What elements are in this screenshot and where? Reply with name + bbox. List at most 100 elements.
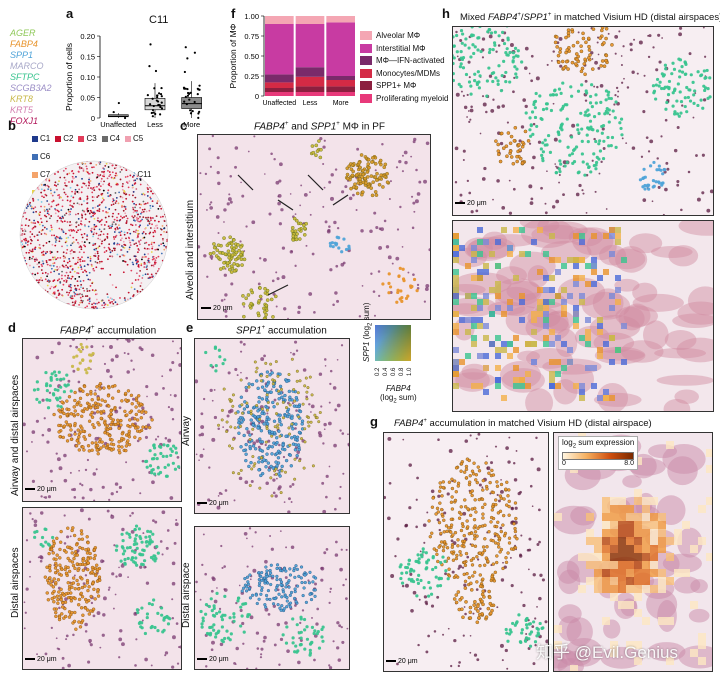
y-tick-label: 0.20	[80, 32, 95, 41]
panel-d-side-label-top: Airway and distal airspaces	[10, 374, 21, 496]
panel-d-title: FABP4+ accumulation	[60, 325, 156, 336]
legend-item: Proliferating myeloid	[360, 93, 448, 106]
panel-a-label: a	[66, 6, 74, 21]
data-point	[151, 115, 154, 118]
cluster-label: C6	[40, 152, 51, 161]
data-point	[148, 64, 151, 68]
bar-segment	[295, 76, 325, 87]
ck-tick: 0.2	[375, 367, 381, 376]
panel-d-scalebar-bottom: 20 μm	[25, 656, 57, 663]
data-point	[183, 100, 186, 103]
gene-legend-item: FOXJ1	[10, 116, 39, 126]
data-point	[189, 112, 193, 115]
panel-e-scalebar-top: 20 μm	[197, 500, 229, 507]
data-point	[150, 111, 153, 115]
bar-segment	[295, 24, 325, 68]
bar-segment	[326, 92, 355, 96]
y-tick-label: 0.25	[244, 72, 259, 81]
title-part: +	[517, 12, 521, 18]
panel-c-title: FABP4+ and SPP1+ MΦ in PF	[254, 121, 385, 132]
data-point	[196, 93, 199, 96]
arrow-annotation	[237, 174, 254, 191]
panel-a-boxplot: 0 0.05 0.10 0.15 0.20 Proportion of cells Unaf…	[64, 32, 202, 128]
panel-c-image	[197, 134, 431, 320]
panel-d-side-label-bottom: Distal airspaces	[10, 547, 21, 618]
legend-item: SPP1+ MΦ	[360, 80, 448, 93]
cluster-legend-item: C4	[101, 134, 120, 143]
data-point	[152, 111, 155, 114]
panel-c-side-label: Alveoli and interstitium	[185, 199, 196, 300]
data-point	[149, 43, 152, 46]
legend-swatch	[360, 56, 372, 66]
x-tick-label: More	[333, 100, 349, 107]
data-point	[189, 109, 192, 112]
legend-swatch	[360, 68, 372, 78]
y-tick-label: 0.50	[244, 52, 259, 61]
bivariate-color-key	[375, 325, 411, 361]
box-more	[181, 46, 202, 120]
data-point	[197, 112, 200, 115]
panel-d-scalebar-top: 20 μm	[25, 486, 57, 493]
panel-g-image-right	[553, 432, 713, 672]
gene-legend-item: SFTPC	[10, 72, 40, 82]
data-point	[193, 51, 196, 54]
data-point	[198, 84, 201, 87]
title-part: FABP4	[60, 325, 91, 337]
cluster-legend-item: C7	[32, 170, 50, 179]
data-point	[198, 110, 201, 113]
title-part: SPP1	[523, 12, 548, 24]
panel-e-scalebar-bottom: 20 μm	[197, 656, 229, 663]
panel-b-label: b	[8, 118, 16, 133]
data-point	[184, 95, 187, 98]
title-part: +	[284, 121, 289, 127]
data-point	[158, 104, 161, 107]
title-part: FABP4	[487, 12, 518, 24]
colorbar-title-post: sum expression	[576, 438, 635, 447]
title-part: +	[547, 12, 552, 18]
box-unaffected	[108, 101, 129, 120]
bar-segment	[265, 92, 294, 96]
title-part: FABP4	[254, 121, 285, 133]
panel-d-image-bottom	[22, 507, 182, 670]
gene-legend-item: MARCO	[10, 61, 44, 71]
panel-d-image-top	[22, 338, 182, 502]
gene-legend: AGER FABP4 SPP1 MARCO SFTPC SCGB3A2 KRT8 KRT5 FO…	[10, 28, 70, 127]
data-point	[197, 88, 200, 91]
cluster-swatch	[32, 135, 38, 142]
y-tick-label: 0.75	[244, 32, 259, 41]
data-point	[197, 116, 200, 120]
bar-segment	[295, 67, 325, 77]
data-point	[154, 69, 158, 73]
ck-tick: 0.6	[391, 367, 397, 376]
data-point	[185, 103, 188, 106]
tissue-background	[23, 508, 181, 669]
panel-c-label: c	[180, 118, 188, 133]
title-part: FABP4	[394, 418, 424, 430]
cluster-label: C7	[40, 170, 51, 179]
bar-segment	[326, 22, 355, 76]
x-tick-label: More	[183, 120, 200, 128]
ck-x-end: sum)	[396, 393, 417, 402]
x-tick-label: Less	[303, 100, 318, 107]
data-point	[186, 57, 189, 60]
legend-label: Interstitial MΦ	[376, 43, 426, 53]
bar-segment	[265, 82, 294, 88]
data-point	[183, 87, 186, 90]
panel-g-title: FABP4+ accumulation in matched Visium HD…	[394, 418, 652, 429]
data-point	[157, 92, 161, 95]
bar-segment	[265, 74, 294, 83]
cluster-label: C3	[86, 134, 97, 143]
data-point	[191, 110, 194, 113]
y-tick-label: 0.05	[80, 94, 95, 103]
legend-swatch	[360, 93, 372, 103]
title-part: +	[90, 325, 95, 331]
panel-d-label: d	[8, 320, 16, 335]
cluster-swatch	[124, 135, 131, 142]
data-point	[159, 113, 162, 116]
data-point	[186, 87, 189, 91]
data-point	[152, 104, 155, 108]
cluster-legend-item: C1	[32, 134, 50, 143]
cluster-legend-item: C6	[32, 152, 50, 161]
ck-y-gene: SPP1	[362, 339, 371, 362]
colorbar-title-pre: log	[562, 438, 573, 447]
